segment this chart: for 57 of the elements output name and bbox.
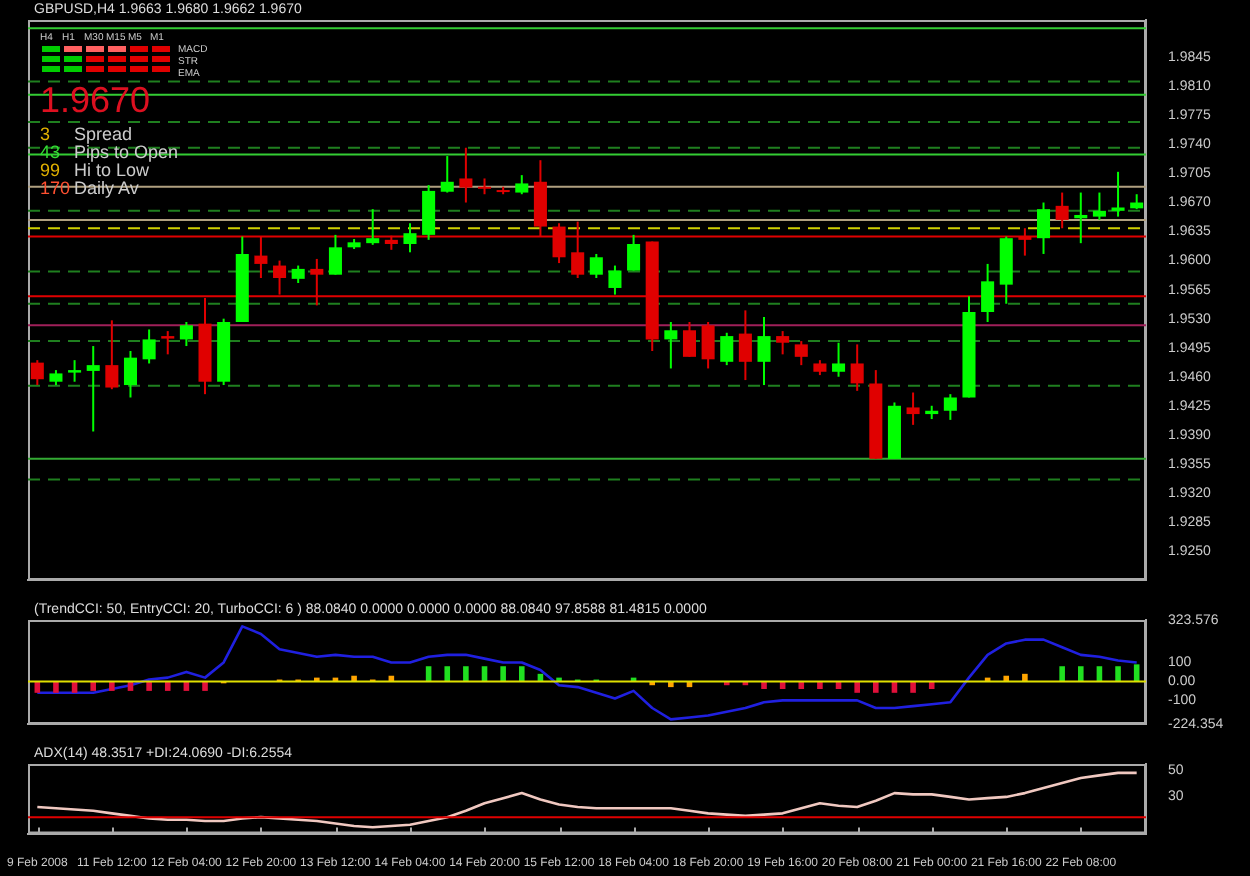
candlestick <box>68 359 82 383</box>
candlestick <box>1092 191 1106 221</box>
candlestick <box>608 264 622 296</box>
candlestick <box>589 252 603 280</box>
candlestick <box>832 341 846 378</box>
candlestick <box>850 343 864 392</box>
bar <box>146 681 152 691</box>
candlestick <box>664 320 678 370</box>
candlestick <box>459 146 473 204</box>
bar <box>463 666 469 682</box>
candlestick <box>1036 201 1051 255</box>
candlestick <box>682 320 697 358</box>
candlestick <box>776 330 790 356</box>
candlestick <box>627 233 641 272</box>
candlestick <box>403 222 417 254</box>
annotation: Spread <box>74 124 133 144</box>
candlestick <box>906 391 920 426</box>
bar <box>164 681 171 691</box>
candlestick <box>161 330 175 356</box>
candlestick <box>757 316 771 387</box>
candlestick <box>328 233 342 276</box>
bar <box>1077 666 1084 682</box>
candlestick <box>981 262 995 323</box>
bar <box>444 666 451 682</box>
bar <box>1115 666 1121 682</box>
candlestick <box>1074 191 1088 245</box>
bar <box>873 681 879 693</box>
candlestick <box>422 184 436 241</box>
annotation: 99 <box>40 160 63 180</box>
candlestick <box>1111 170 1125 218</box>
bar <box>53 681 59 693</box>
candlestick <box>720 331 734 367</box>
bar <box>90 681 97 691</box>
candlestick <box>366 208 380 246</box>
candlestick <box>794 340 808 367</box>
bar <box>1059 666 1065 682</box>
candlestick <box>515 174 529 196</box>
bar <box>109 681 115 691</box>
bar <box>500 666 506 682</box>
bar <box>518 666 525 682</box>
bar <box>854 681 860 693</box>
annotation: Hi to Low <box>74 160 150 180</box>
candlestick <box>999 235 1013 305</box>
candlestick <box>440 155 454 194</box>
bar <box>910 681 916 693</box>
annotation: 3 <box>40 124 53 144</box>
candlestick <box>30 359 44 387</box>
candlestick <box>105 319 119 391</box>
candlestick <box>142 328 156 365</box>
bar <box>202 681 208 691</box>
candlestick <box>943 393 957 421</box>
candlestick <box>123 350 138 399</box>
candlestick <box>86 345 100 433</box>
candlestick <box>738 309 752 382</box>
candlestick <box>1055 191 1069 230</box>
candlestick <box>179 320 193 348</box>
candlestick <box>701 320 715 370</box>
